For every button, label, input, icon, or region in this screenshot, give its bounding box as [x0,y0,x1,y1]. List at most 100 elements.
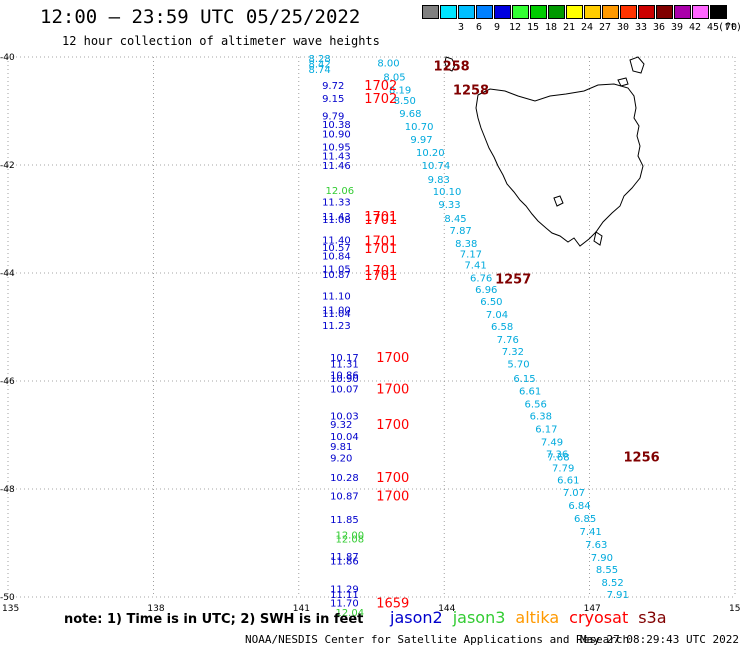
cyan-track-wave-height: 8.74 [308,65,330,76]
scale-tick-label: 45 [706,22,720,33]
lat-tick-label: -40 [0,53,15,63]
cyan-track-wave-height: 6.17 [535,425,557,436]
jason2-wave-height: 11.08 [322,215,351,226]
cyan-track-wave-height: 7.49 [541,437,563,448]
satellite-legend-cryosat: cryosat [569,608,629,627]
lat-tick-label: -48 [0,485,15,495]
jason2-wave-height: 11.00 [322,306,351,317]
cyan-track-wave-height: 8.55 [596,565,618,576]
cryosat-time-label: 1701 [364,269,397,284]
cryosat-time-label: 1700 [376,383,409,398]
jason2-wave-height: 11.33 [322,198,351,209]
s3a-time-label: 1258 [434,60,470,75]
cryosat-time-label: 1702 [364,79,397,94]
scale-tick-label: 30 [616,22,630,33]
cyan-track-wave-height: 8.00 [377,58,399,69]
s3a-time-label: 1256 [624,451,660,466]
cyan-track-wave-height: 6.50 [480,297,502,308]
jason2-wave-height: 9.72 [322,81,344,92]
cyan-track-wave-height: 7.41 [464,260,486,271]
cryosat-time-label: 1700 [376,418,409,433]
satellite-legend-jason2: jason2 [390,608,443,627]
jason2-wave-height: 10.87 [322,270,351,281]
jason2-wave-height: 9.81 [330,442,352,453]
satellite-legend-s3a: s3a [638,608,667,627]
jason2-wave-height: 10.07 [330,385,359,396]
scale-swatch [638,5,655,19]
scale-tick-label: 9 [493,22,501,33]
scale-swatch [584,5,601,19]
cyan-track-wave-height: 8.05 [383,72,405,83]
scale-swatch [656,5,673,19]
lon-tick-label: 135 [2,604,19,614]
cyan-track-wave-height: 7.04 [486,310,508,321]
cyan-track-wave-height: 6.85 [574,514,596,525]
scale-tick-label: 42 [688,22,702,33]
cyan-track-wave-height: 8.42 [308,59,330,70]
bruny-island [593,231,603,246]
units-note: note: 1) Time is in UTC; 2) SWH is in fe… [64,612,364,627]
jason2-wave-height: 10.90 [330,374,359,385]
cyan-track-wave-height: 9.68 [399,109,421,120]
cryosat-time-label: 1700 [376,351,409,366]
lon-tick-label: 147 [584,604,601,614]
tasmania-outline [475,83,644,247]
jason2-wave-height: 9.15 [322,94,344,105]
s3a-time-label: 1258 [453,83,489,98]
cyan-track-wave-height: 7.87 [450,226,472,237]
generated-timestamp: May 27 08:29:43 UTC 2022 [580,633,739,646]
jason3-wave-height: 12.06 [325,186,354,197]
cyan-track-wave-height: 7.90 [591,553,613,564]
scale-tick-label: 6 [475,22,483,33]
cyan-track-wave-height: 8.45 [444,214,466,225]
cryosat-time-label: 1701 [364,235,397,250]
jason2-wave-height: 11.04 [322,309,351,320]
cyan-track-wave-height: 6.58 [491,322,513,333]
lat-tick-label: -44 [0,269,15,279]
jason2-wave-height: 11.85 [330,515,359,526]
jason2-wave-height: 11.70 [330,598,359,609]
jason2-wave-height: 11.10 [322,292,351,303]
cryosat-time-label: 1701 [364,210,397,225]
jason2-wave-height: 11.29 [330,584,359,595]
cyan-track-wave-height: 7.79 [552,463,574,474]
jason2-wave-height: 11.11 [330,590,359,601]
cyan-track-wave-height: 7.91 [607,590,629,601]
s3a-time-label: 1257 [495,272,531,287]
jason2-wave-height: 11.87 [330,552,359,563]
jason2-wave-height: 10.28 [330,473,359,484]
scale-tick-label: 33 [634,22,648,33]
scale-swatch [566,5,583,19]
cyan-track-wave-height: 9.83 [428,175,450,186]
cyan-track-wave-height: 7.17 [460,250,482,261]
cyan-track-wave-height: 8.38 [455,239,477,250]
cyan-track-wave-height: 6.15 [513,374,535,385]
cyan-track-wave-height: 8.19 [389,85,411,96]
lat-tick-label: -50 [0,593,15,603]
scale-swatch [494,5,511,19]
scale-tick-label: 36 [652,22,666,33]
cyan-track-wave-height: 7.76 [497,335,519,346]
cyan-track-wave-height: 7.07 [563,488,585,499]
jason2-wave-height: 10.03 [330,412,359,423]
jason2-wave-height: 10.95 [322,143,351,154]
satellite-legend: jason2 jason3 altika cryosat s3a [390,608,677,627]
jason2-wave-height: 11.23 [322,321,351,332]
jason2-wave-height: 10.04 [330,432,359,443]
cryosat-time-label: 1701 [364,213,397,228]
cyan-track-wave-height: 8.50 [394,96,416,107]
cyan-track-wave-height: 6.61 [519,387,541,398]
jason2-wave-height: 10.57 [322,243,351,254]
page-subtitle: 12 hour collection of altimeter wave hei… [62,34,380,48]
satellite-legend-jason3: jason3 [452,608,506,627]
scale-swatch [476,5,493,19]
cyan-track-wave-height: 9.97 [410,135,432,146]
lon-tick-label: 138 [147,604,164,614]
cryosat-time-label: 1700 [376,471,409,486]
jason2-wave-height: 10.90 [322,130,351,141]
scale-tick-label: 15 [526,22,540,33]
cyan-track-wave-height: 7.32 [502,347,524,358]
jason2-wave-height: 11.86 [330,556,359,567]
lon-tick-label: 150 [729,604,740,614]
